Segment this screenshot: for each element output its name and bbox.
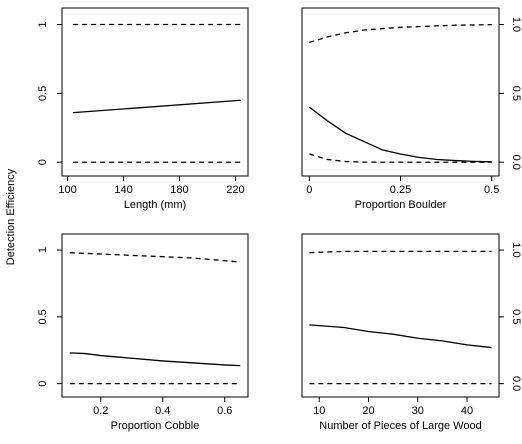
panel-2-series-2-dashed-line [309, 153, 492, 163]
panel-3-frame [61, 233, 249, 398]
panel-1-series-1-solid-line [73, 99, 242, 114]
panel-3-x-tick-label: 0.6 [217, 405, 232, 417]
panel-4-series-3-dashed-line [309, 250, 492, 254]
panel-3-y-tick-label: 0 [37, 381, 49, 387]
panel-2-y-tick-label: 0.0 [510, 155, 522, 170]
panel-1: 100 140 180 220 Length (mm) 0 0.5 1 [37, 7, 249, 211]
panel-2-y-tick-label: 0.5 [510, 86, 522, 101]
panel-4-y-tick-label: 0.0 [510, 376, 522, 391]
panel-2-frame [301, 7, 500, 177]
panel-4-x-tick-label: 40 [461, 405, 473, 417]
panel-1-y-tick-label: 1 [37, 21, 49, 27]
panel-1-x-tick-label: 140 [114, 184, 132, 196]
panel-4-x-tick-label: 10 [313, 405, 325, 417]
panel-3-y-tick-label: 1 [37, 247, 49, 253]
panel-4-x-tick-label: 30 [412, 405, 424, 417]
panel-3-x-tick-label: 0.4 [155, 405, 170, 417]
panel-1-x-tick-label: 220 [226, 184, 244, 196]
panel-2-series-3-dashed-line [309, 24, 492, 44]
panel-2: 0 0.25 0.5 Proportion Boulder 0.0 0.5 1.0 [301, 7, 522, 211]
panel-4-y-tick-label: 0.5 [510, 309, 522, 324]
panel-4: 10 20 30 40 Number of Pieces of Large Wood 0.… [301, 233, 522, 432]
panel-1-frame [61, 7, 249, 177]
panel-3-x-axis-label: Proportion Cobble [111, 420, 200, 432]
panel-4-series-1-solid-line [309, 324, 492, 349]
panel-2-y-tick-label: 1.0 [510, 17, 522, 32]
panel-2-x-tick-label: 0 [306, 184, 312, 196]
panel-2-x-axis-label: Proportion Boulder [355, 199, 447, 211]
y-axis-label: Detection Efficiency [5, 168, 17, 265]
panel-2-series-1-solid-line [308, 106, 492, 163]
panel-4-y-tick-label: 1.0 [510, 242, 522, 257]
panel-3-series-3-dashed-line [69, 252, 241, 263]
panel-4-x-tick-label: 20 [362, 405, 374, 417]
panel-4-frame [301, 233, 500, 398]
panel-4-x-axis-label: Number of Pieces of Large Wood [319, 420, 481, 432]
panel-2-x-tick-label: 0.25 [390, 184, 411, 196]
panel-3-x-tick-label: 0.2 [93, 405, 108, 417]
panel-3: 0.2 0.4 0.6 Proportion Cobble 0 0.5 1 [37, 233, 249, 432]
panel-2-x-tick-label: 0.5 [484, 184, 499, 196]
panel-1-x-tick-label: 100 [58, 184, 76, 196]
panel-3-series-1-solid-line [69, 352, 241, 367]
panel-3-y-tick-label: 0.5 [37, 309, 49, 324]
panel-1-x-axis-label: Length (mm) [124, 199, 186, 211]
panel-1-y-tick-label: 0.5 [37, 86, 49, 101]
panel-1-x-tick-label: 180 [170, 184, 188, 196]
panel-1-y-tick-label: 0 [37, 159, 49, 165]
